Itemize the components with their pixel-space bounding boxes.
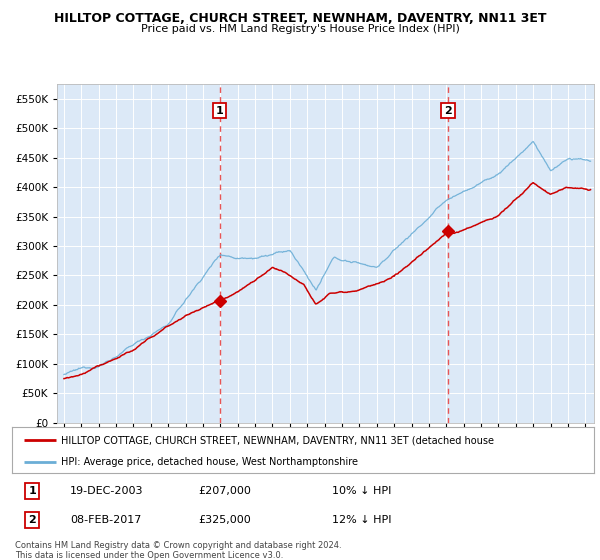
Text: 1: 1: [28, 486, 36, 496]
Text: 2: 2: [444, 105, 452, 115]
Text: 08-FEB-2017: 08-FEB-2017: [70, 515, 142, 525]
Text: HILLTOP COTTAGE, CHURCH STREET, NEWNHAM, DAVENTRY, NN11 3ET: HILLTOP COTTAGE, CHURCH STREET, NEWNHAM,…: [54, 12, 546, 25]
Text: 12% ↓ HPI: 12% ↓ HPI: [332, 515, 392, 525]
Text: 1: 1: [216, 105, 224, 115]
Text: 19-DEC-2003: 19-DEC-2003: [70, 486, 144, 496]
Text: Price paid vs. HM Land Registry's House Price Index (HPI): Price paid vs. HM Land Registry's House …: [140, 24, 460, 34]
Text: HILLTOP COTTAGE, CHURCH STREET, NEWNHAM, DAVENTRY, NN11 3ET (detached house: HILLTOP COTTAGE, CHURCH STREET, NEWNHAM,…: [61, 435, 494, 445]
Text: Contains HM Land Registry data © Crown copyright and database right 2024.
This d: Contains HM Land Registry data © Crown c…: [15, 541, 341, 560]
Text: 10% ↓ HPI: 10% ↓ HPI: [332, 486, 391, 496]
Text: £207,000: £207,000: [198, 486, 251, 496]
Text: £325,000: £325,000: [198, 515, 251, 525]
Text: 2: 2: [28, 515, 36, 525]
Text: HPI: Average price, detached house, West Northamptonshire: HPI: Average price, detached house, West…: [61, 457, 358, 466]
